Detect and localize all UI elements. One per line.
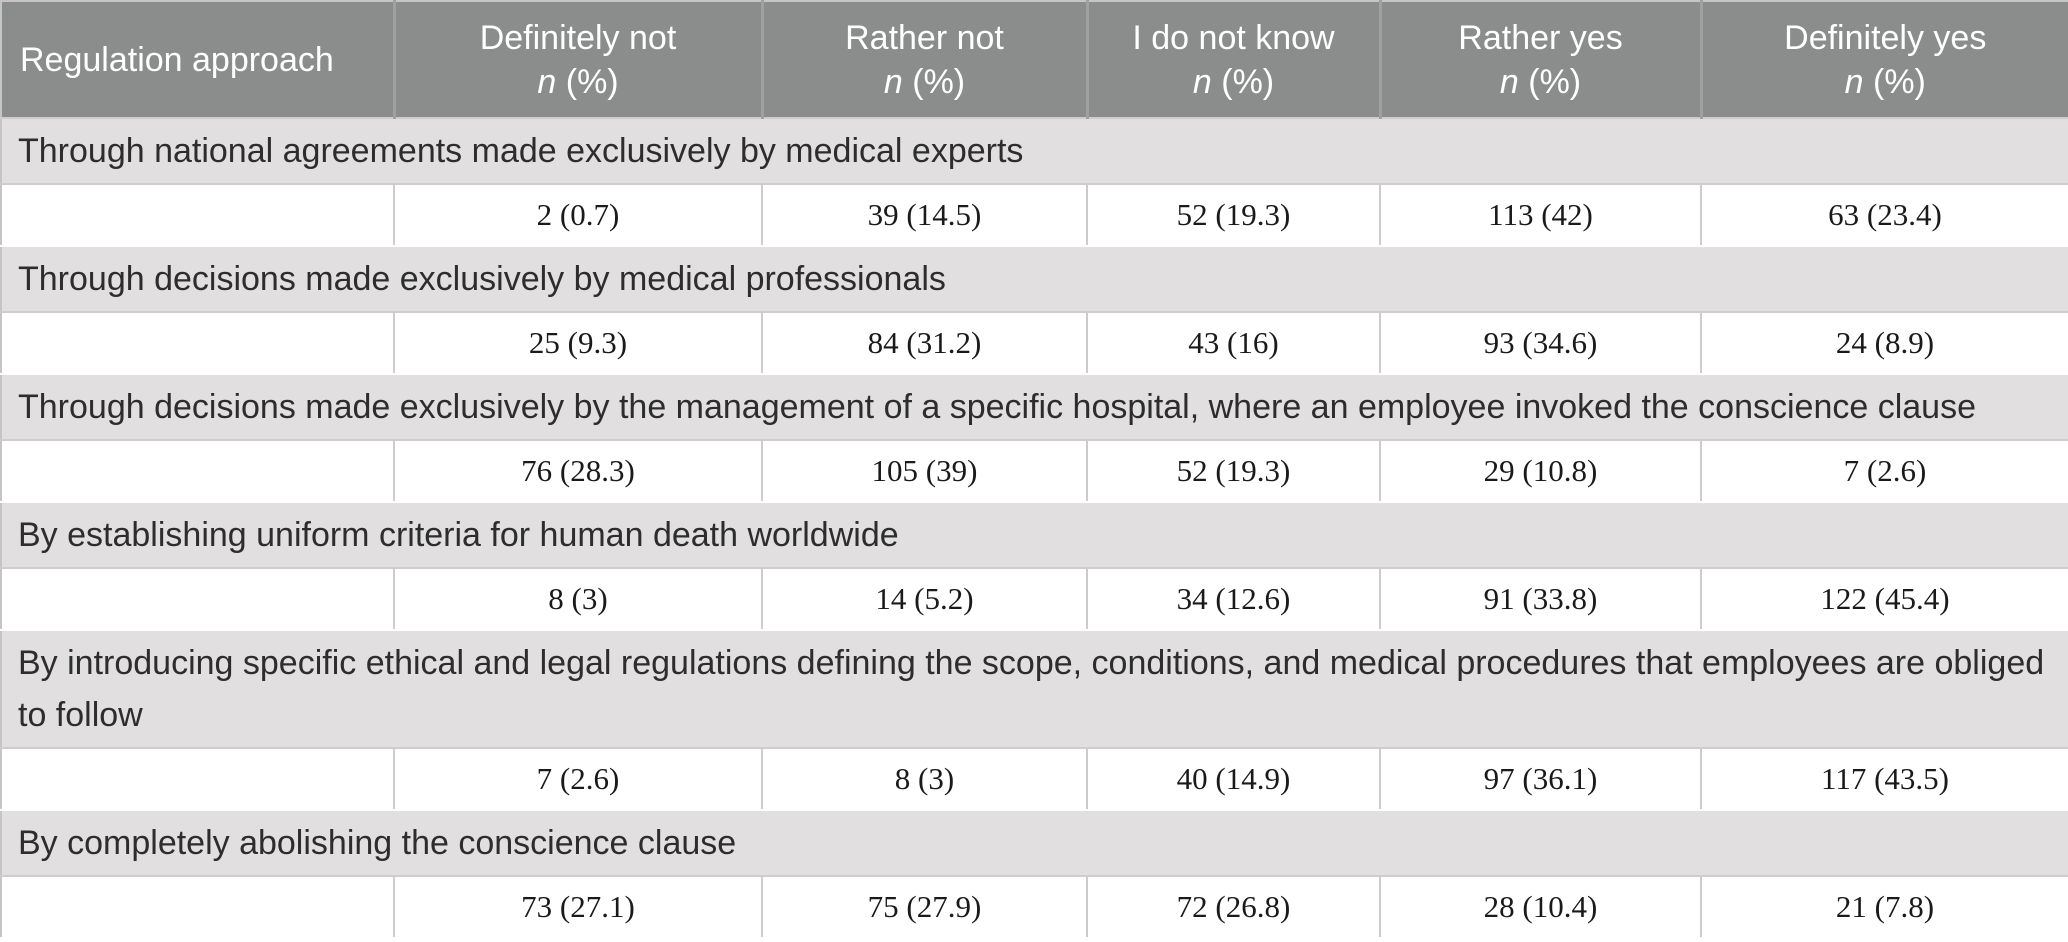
table-row-category: By introducing specific ethical and lega… [1,629,2068,749]
value-cell: 28 (10.4) [1379,876,1701,939]
value-cell: 63 (23.4) [1700,184,2068,247]
category-cell: By completely abolishing the conscience … [1,809,2068,877]
value-cell: 93 (34.6) [1379,312,1701,375]
value-cell: 105 (39) [761,440,1087,503]
empty-cell [1,312,394,375]
value-cell: 8 (3) [393,568,762,631]
value-cell: 2 (0.7) [393,184,762,247]
category-cell: Through decisions made exclusively by me… [1,245,2068,313]
category-cell: By establishing uniform criteria for hum… [1,501,2068,569]
column-header-sublabel: n (%) [1192,62,1275,101]
column-header-regulation-approach: Regulation approach [1,1,394,118]
value-cell: 21 (7.8) [1700,876,2068,939]
value-cell: 84 (31.2) [761,312,1087,375]
category-cell: Through decisions made exclusively by th… [1,373,2068,441]
value-cell: 14 (5.2) [761,568,1087,631]
value-cell: 29 (10.8) [1379,440,1701,503]
value-cell: 91 (33.8) [1379,568,1701,631]
value-cell: 113 (42) [1379,184,1701,247]
column-header-i-do-not-know: I do not know n (%) [1085,1,1380,118]
column-header-definitely-yes: Definitely yes n (%) [1699,1,2068,118]
value-cell: 24 (8.9) [1700,312,2068,375]
value-cell: 39 (14.5) [761,184,1087,247]
table-row-category: By completely abolishing the conscience … [1,809,2068,877]
table-row-category: Through decisions made exclusively by th… [1,373,2068,441]
column-header-sublabel: n (%) [537,62,619,101]
table-row-values: 73 (27.1) 75 (27.9) 72 (26.8) 28 (10.4) … [1,876,2068,939]
value-cell: 40 (14.9) [1086,748,1380,811]
empty-cell [1,184,394,247]
table-row-values: 8 (3) 14 (5.2) 34 (12.6) 91 (33.8) 122 (… [1,568,2068,631]
column-header-sublabel: n (%) [883,62,966,101]
table-row-category: Through decisions made exclusively by me… [1,245,2068,313]
empty-cell [1,440,394,503]
value-cell: 8 (3) [761,748,1087,811]
value-cell: 75 (27.9) [761,876,1087,939]
value-cell: 73 (27.1) [393,876,762,939]
column-header-label: Rather yes [1458,18,1623,57]
value-cell: 7 (2.6) [393,748,762,811]
column-header-rather-not: Rather not n (%) [760,1,1087,118]
empty-cell [1,568,394,631]
column-header-label: Definitely not [479,18,677,57]
table-header-row: Regulation approach Definitely not n (%)… [1,1,2068,118]
column-header-sublabel: n (%) [1499,62,1582,101]
value-cell: 7 (2.6) [1700,440,2068,503]
table-row-values: 7 (2.6) 8 (3) 40 (14.9) 97 (36.1) 117 (4… [1,748,2068,811]
column-header-definitely-not: Definitely not n (%) [392,1,762,118]
value-cell: 43 (16) [1086,312,1380,375]
value-cell: 52 (19.3) [1086,440,1380,503]
table-row-values: 76 (28.3) 105 (39) 52 (19.3) 29 (10.8) 7… [1,440,2068,503]
value-cell: 25 (9.3) [393,312,762,375]
empty-cell [1,876,394,939]
table-row-category: By establishing uniform criteria for hum… [1,501,2068,569]
value-cell: 72 (26.8) [1086,876,1380,939]
value-cell: 117 (43.5) [1700,748,2068,811]
table-row-values: 2 (0.7) 39 (14.5) 52 (19.3) 113 (42) 63 … [1,184,2068,247]
empty-cell [1,748,394,811]
category-cell: Through national agreements made exclusi… [1,117,2068,185]
value-cell: 34 (12.6) [1086,568,1380,631]
table-row-category: Through national agreements made exclusi… [1,117,2068,185]
column-header-label: Rather not [845,18,1004,57]
value-cell: 122 (45.4) [1700,568,2068,631]
column-header-sublabel: n (%) [1844,62,1926,101]
column-header-label: Definitely yes [1784,18,1987,57]
column-header-label: Regulation approach [20,40,334,79]
table-row-values: 25 (9.3) 84 (31.2) 43 (16) 93 (34.6) 24 … [1,312,2068,375]
value-cell: 52 (19.3) [1086,184,1380,247]
value-cell: 97 (36.1) [1379,748,1701,811]
value-cell: 76 (28.3) [393,440,762,503]
column-header-rather-yes: Rather yes n (%) [1378,1,1701,118]
column-header-label: I do not know [1132,18,1335,57]
category-cell: By introducing specific ethical and lega… [1,629,2068,749]
